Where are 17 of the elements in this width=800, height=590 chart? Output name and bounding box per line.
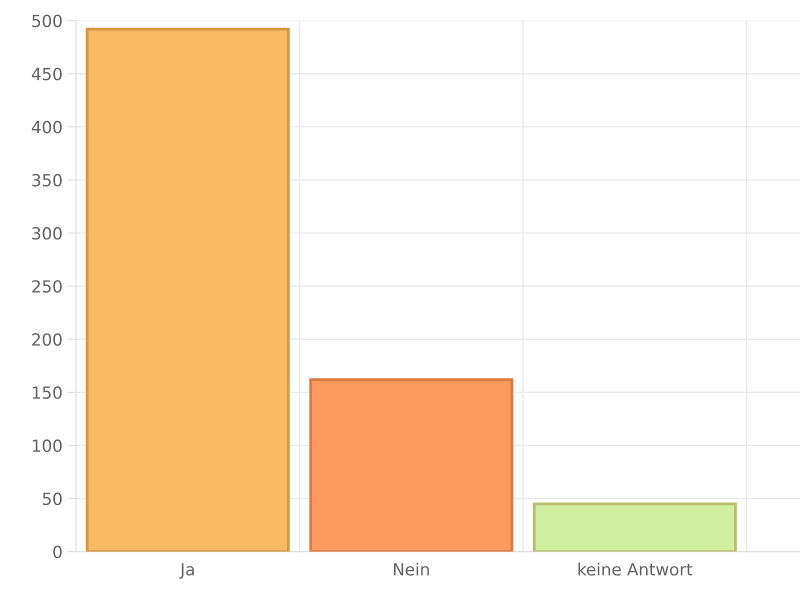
y-tick-label: 150 <box>32 386 62 399</box>
y-tick-label: 400 <box>32 120 62 134</box>
x-tick-label: Ja <box>179 563 194 579</box>
y-tick-label: 300 <box>32 227 62 240</box>
bar <box>532 502 737 552</box>
y-tick-label: 500 <box>32 14 62 28</box>
bar <box>86 28 290 552</box>
y-tick-label: 450 <box>32 68 62 80</box>
y-tick-label: 0 <box>53 546 62 558</box>
y-tick-label: 50 <box>42 492 62 506</box>
x-tick-label: keine Antwort <box>578 562 692 576</box>
y-tick-label: 350 <box>32 174 62 187</box>
y-tick-label: 250 <box>32 280 62 293</box>
bar <box>309 378 514 552</box>
y-tick-label: 100 <box>32 439 62 452</box>
y-tick-label: 200 <box>32 333 62 346</box>
x-tick-label: Nein <box>394 562 429 576</box>
